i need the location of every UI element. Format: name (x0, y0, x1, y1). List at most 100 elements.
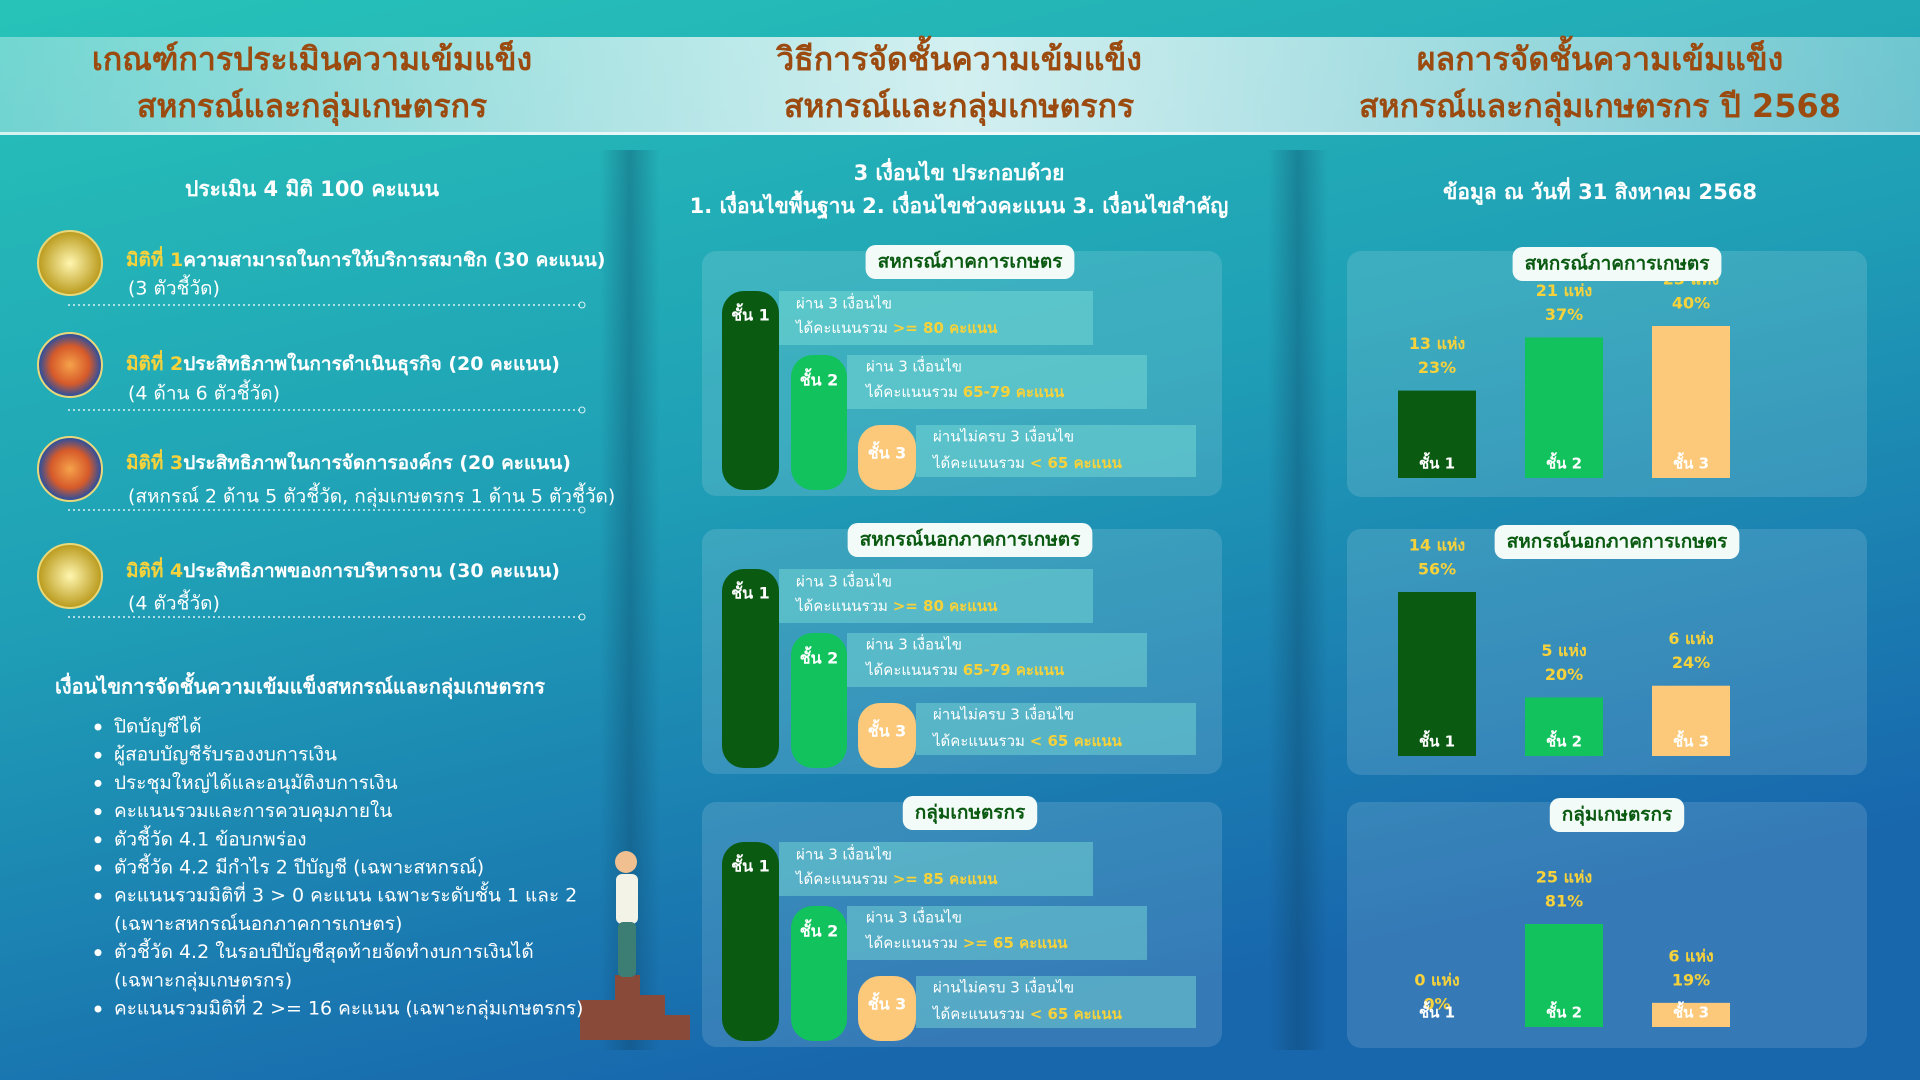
bar-category: ชั้น 3 (1673, 1001, 1709, 1022)
bar-category: ชั้น 3 (1673, 452, 1709, 473)
bar-category: ชั้น 2 (1546, 1001, 1582, 1022)
section-title: ผลการจัดชั้นความเข้มแข็ง (1417, 35, 1783, 78)
panel-name: สหกรณ์นอกภาคการเกษตร (860, 529, 1082, 551)
panel (1347, 802, 1867, 1048)
tier-score: ได้คะแนนรวม < 65 คะแนน (932, 454, 1123, 472)
bar (1525, 337, 1603, 478)
tier-label: ชั้น 1 (731, 581, 770, 603)
tier-pill (722, 842, 779, 1041)
score-range: < 65 คะแนน (1030, 732, 1123, 750)
value-label: 19% (1672, 970, 1710, 989)
dimension-text: ความสามารถในการให้บริการสมาชิก (30 คะแนน… (183, 248, 605, 271)
dimension-label: มิติที่ 4 (126, 557, 183, 582)
emblem-coin (37, 332, 103, 398)
bullet (94, 751, 102, 759)
count-label: 6 แห่ง (1668, 629, 1713, 648)
condition-item: ตัวชี้วัด 4.2 ในรอบปีบัญชีสุดท้ายจัดทำงบ… (114, 938, 534, 964)
tier-box (779, 842, 1093, 896)
bar (1652, 326, 1730, 478)
bar-category: ชั้น 2 (1546, 730, 1582, 751)
section-title: วิธีการจัดชั้นความเข้มแข็ง (775, 35, 1142, 78)
panel-name: กลุ่มเกษตรกร (1562, 804, 1673, 827)
rule-end (578, 301, 586, 309)
bar (1525, 924, 1603, 1027)
score-text: ได้คะแนนรวม (932, 1005, 1025, 1023)
dimension-heading: มิติที่ 4ประสิทธิภาพของการบริหารงาน (30 … (126, 557, 560, 582)
dimension-detail: (3 ตัวชี้วัด) (128, 275, 220, 300)
header-band (0, 37, 1920, 135)
tier-condition: ผ่านไม่ครบ 3 เงื่อนไข (933, 426, 1074, 446)
tier-pill (722, 569, 779, 768)
tier-pill (791, 906, 847, 1041)
bar-category: ชั้น 3 (1673, 730, 1709, 751)
panel (1347, 251, 1867, 497)
dimension-text: ประสิทธิภาพของการบริหารงาน (30 คะแนน) (183, 560, 560, 582)
tier-condition: ผ่าน 3 เงื่อนไข (796, 844, 892, 864)
stairs-illustration (580, 851, 690, 1040)
label-pill (847, 523, 1093, 557)
emblem-coin (37, 436, 103, 502)
panel-name: สหกรณ์ภาคการเกษตร (878, 251, 1064, 273)
bullet (94, 864, 102, 872)
header-rule (0, 132, 1920, 135)
count-label: 6 แห่ง (1668, 946, 1713, 965)
score-range: >= 85 คะแนน (893, 870, 998, 888)
dimension-label: มิติที่ 3 (126, 449, 183, 474)
section-title: สหกรณ์และกลุ่มเกษตรกร (784, 87, 1134, 127)
count-label: 25 แห่ง (1536, 868, 1593, 887)
tier-condition: ผ่านไม่ครบ 3 เงื่อนไข (933, 977, 1074, 997)
score-text: ได้คะแนนรวม (795, 870, 888, 888)
value-label: 40% (1672, 294, 1710, 313)
label-pill (1549, 798, 1685, 832)
dimension-detail: (4 ด้าน 6 ตัวชี้วัด) (128, 380, 280, 405)
rule-end (578, 406, 586, 414)
tier-pill (858, 703, 916, 768)
tier-label: ชั้น 1 (731, 303, 770, 325)
score-range: 65-79 คะแนน (963, 383, 1065, 401)
bar (1525, 697, 1603, 756)
tier-box (847, 355, 1147, 409)
score-text: ได้คะแนนรวม (865, 661, 958, 679)
label-pill (865, 245, 1075, 279)
condition-item: ปิดบัญชีได้ (113, 716, 201, 738)
condition-item: (เฉพาะสหกรณ์นอกภาคการเกษตร) (114, 913, 402, 935)
value-label: 37% (1545, 305, 1583, 324)
score-text: ได้คะแนนรวม (865, 383, 958, 401)
subtitle: ประเมิน 4 มิติ 100 คะแนน (185, 177, 440, 201)
tier-condition: ผ่าน 3 เงื่อนไข (866, 356, 962, 376)
tier-score: ได้คะแนนรวม 65-79 คะแนน (865, 661, 1065, 679)
score-range: 65-79 คะแนน (963, 661, 1065, 679)
bullet (94, 723, 102, 731)
tier-box (847, 633, 1147, 687)
score-range: < 65 คะแนน (1030, 454, 1123, 472)
panel-name: สหกรณ์นอกภาคการเกษตร (1507, 531, 1729, 553)
count-label: 0 แห่ง (1414, 971, 1459, 990)
condition-item: ผู้สอบบัญชีรับรองงบการเงิน (114, 744, 337, 766)
tier-pill (722, 291, 779, 490)
bar-category: ชั้น 2 (1546, 452, 1582, 473)
bar-category: ชั้น 1 (1419, 730, 1455, 751)
bar-category: ชั้น 1 (1419, 452, 1455, 473)
dimension-heading: มิติที่ 3ประสิทธิภาพในการจัดการองค์กร (2… (126, 449, 571, 474)
tier-label: ชั้น 2 (800, 646, 839, 668)
count-label: 14 แห่ง (1409, 536, 1466, 555)
condition-item: คะแนนรวมมิติที่ 3 > 0 คะแนน เฉพาะระดับชั… (114, 882, 577, 907)
panel (1347, 529, 1867, 775)
value-label: 56% (1418, 560, 1456, 579)
intro-line: 3 เงื่อนไข ประกอบด้วย (854, 157, 1065, 185)
tier-pill (791, 633, 847, 768)
tier-score: ได้คะแนนรวม 65-79 คะแนน (865, 383, 1065, 401)
dimension-label: มิติที่ 1 (126, 246, 183, 271)
bar (1398, 592, 1476, 756)
tier-box (847, 906, 1147, 960)
intro-line: 1. เงื่อนไขพื้นฐาน 2. เงื่อนไขช่วงคะแนน … (690, 190, 1229, 220)
dimension-detail: (4 ตัวชี้วัด) (128, 590, 220, 615)
dimension-label: มิติที่ 2 (126, 350, 183, 375)
tier-condition: ผ่าน 3 เงื่อนไข (796, 293, 892, 313)
conditions-title: เงื่อนไขการจัดชั้นความเข้มแข็งสหกรณ์และก… (55, 672, 545, 700)
bullet (94, 1005, 102, 1013)
condition-item: คะแนนรวมและการควบคุมภายใน (114, 800, 392, 823)
score-range: >= 80 คะแนน (893, 319, 998, 337)
tier-score: ได้คะแนนรวม < 65 คะแนน (932, 732, 1123, 750)
